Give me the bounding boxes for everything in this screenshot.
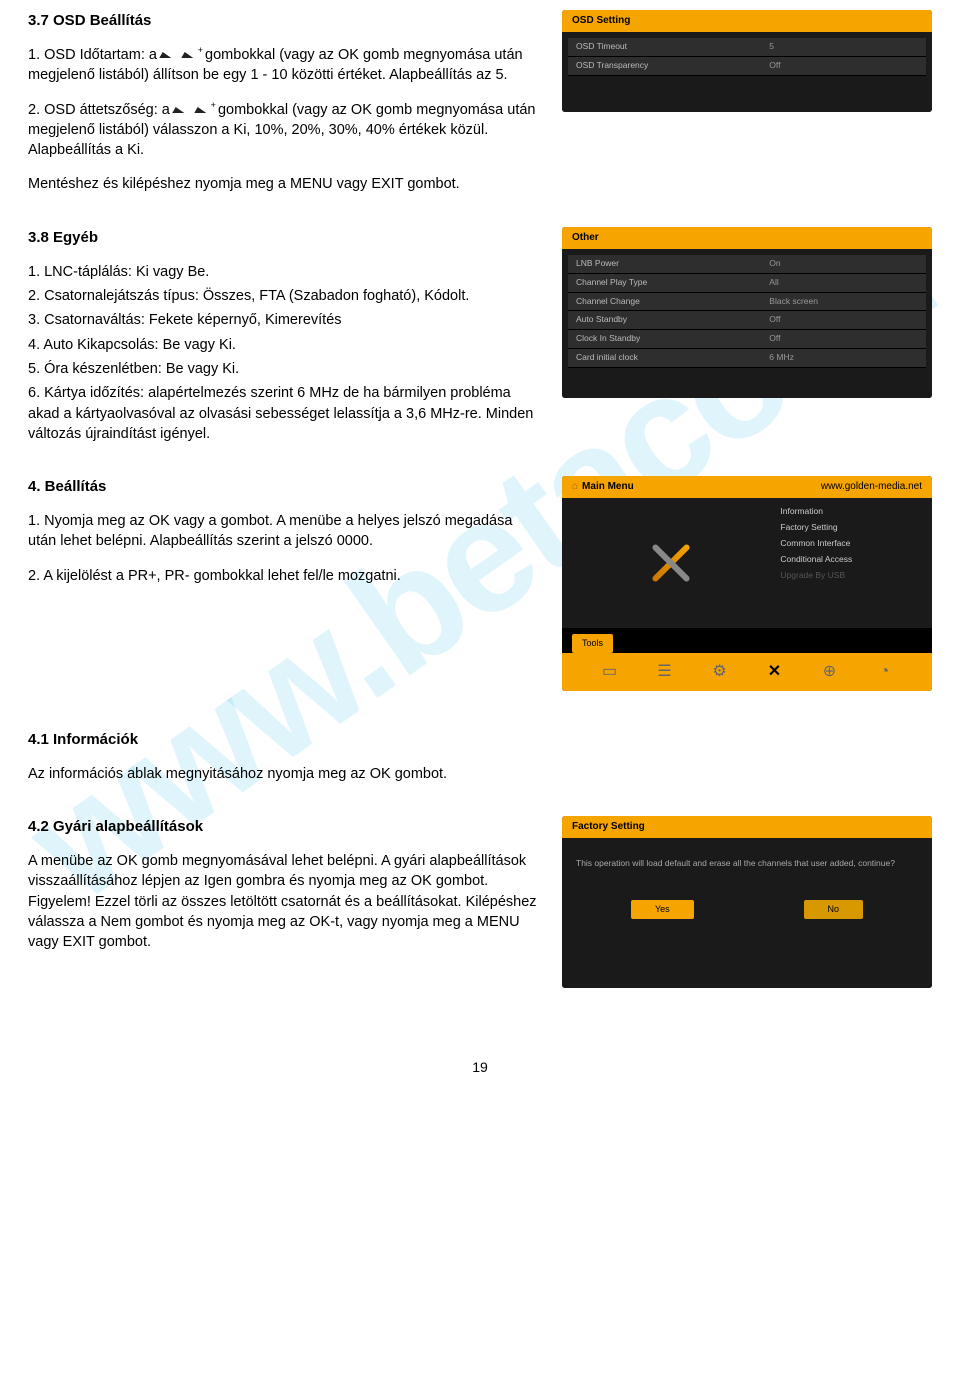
- screenshot-osd-setting: OSD Setting OSD Timeout 5 OSD Transparen…: [562, 10, 932, 112]
- game-icon: ◔: [874, 661, 896, 683]
- shot3-url: www.golden-media.net: [821, 480, 922, 494]
- shot2-row: Channel Play TypeAll: [568, 274, 926, 293]
- screenshot-factory-setting: Factory Setting This operation will load…: [562, 816, 932, 988]
- no-button[interactable]: No: [804, 900, 864, 919]
- gear-icon: ⚙: [709, 661, 731, 683]
- vol-up-icon: [183, 50, 201, 60]
- shot3-menu-item: Common Interface: [780, 536, 926, 552]
- shot3-menu-item: Information: [780, 504, 926, 520]
- text-4-1-1: Az információs ablak megnyitásához nyomj…: [28, 764, 932, 784]
- shot3-menu-item: Factory Setting: [780, 520, 926, 536]
- vol-down-icon: [161, 50, 179, 60]
- page-number: 19: [28, 1058, 932, 1078]
- screenshot-main-menu: ⌂ Main Menu www.golden-media.net Informat…: [562, 476, 932, 691]
- heading-4-1: 4.1 Információk: [28, 729, 932, 750]
- shot1-header: OSD Setting: [562, 10, 932, 32]
- list-icon: ☰: [654, 661, 676, 683]
- shot3-menu-item: Conditional Access: [780, 552, 926, 568]
- wrench-icon: ✕: [764, 661, 786, 683]
- home-icon: ⌂: [572, 480, 578, 494]
- text-3-7-save: Mentéshez és kilépéshez nyomja meg a MEN…: [28, 174, 932, 194]
- shot4-header: Factory Setting: [562, 816, 932, 838]
- shot2-row: Auto StandbyOff: [568, 311, 926, 330]
- globe-icon: ⊕: [819, 661, 841, 683]
- shot4-message: This operation will load default and era…: [576, 858, 918, 870]
- vol-up-icon: [196, 105, 214, 115]
- tools-icon: [641, 533, 701, 593]
- shot1-row: OSD Timeout 5: [568, 38, 926, 57]
- vol-down-icon: [174, 105, 192, 115]
- screenshot-other: Other LNB PowerOnChannel Play TypeAllCha…: [562, 227, 932, 398]
- shot3-menu-item: Upgrade By USB: [780, 568, 926, 584]
- shot2-header: Other: [562, 227, 932, 249]
- shot2-row: Clock In StandbyOff: [568, 330, 926, 349]
- yes-button[interactable]: Yes: [631, 900, 694, 919]
- shot3-tag: Tools: [572, 634, 613, 653]
- shot2-row: Card initial clock6 MHz: [568, 349, 926, 368]
- shot2-row: Channel ChangeBlack screen: [568, 293, 926, 312]
- shot2-row: LNB PowerOn: [568, 255, 926, 274]
- shot1-row: OSD Transparency Off: [568, 57, 926, 76]
- shot3-title: Main Menu: [582, 480, 634, 494]
- shot3-iconbar: ▭ ☰ ⚙ ✕ ⊕ ◔: [562, 653, 932, 691]
- tv-icon: ▭: [599, 661, 621, 683]
